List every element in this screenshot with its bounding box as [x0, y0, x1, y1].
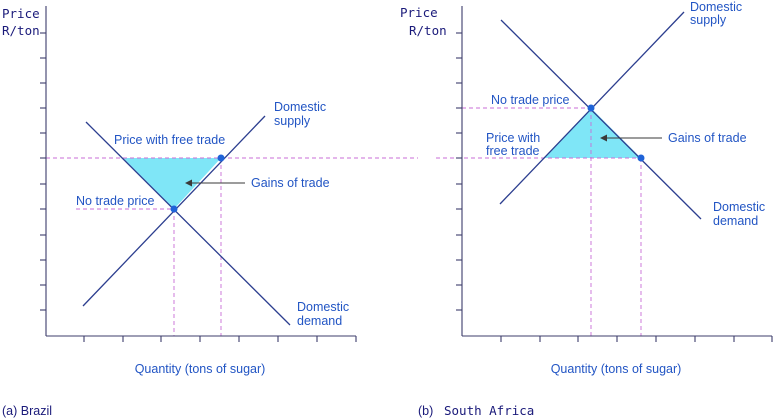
free-trade-point-sa: [637, 154, 645, 162]
y-ticks-south-africa: [456, 32, 462, 311]
y-ticks-brazil: [40, 32, 46, 311]
y-axis-label-unit-brazil: R/ton: [2, 23, 40, 38]
gains-arrowhead-sa: [600, 134, 607, 142]
free-trade-price-label-line1-sa: Price with: [486, 131, 540, 145]
panel-brazil: Price R/ton Domestic supply Domestic dem…: [2, 6, 418, 418]
y-axis-label-price-sa: Price: [400, 5, 438, 20]
panel-south-africa: Price R/ton Domestic supply Domestic dem…: [400, 0, 773, 418]
caption-brazil: (a) Brazil: [2, 404, 52, 418]
caption-country-sa: South Africa: [444, 403, 534, 418]
no-trade-price-label-brazil: No trade price: [76, 194, 155, 208]
demand-label-line1-sa: Domestic: [713, 200, 765, 214]
free-trade-price-label-line2-sa: free trade: [486, 144, 540, 158]
supply-label-line2-sa: supply: [690, 13, 727, 27]
no-trade-price-label-sa: No trade price: [491, 93, 570, 107]
supply-label-line1-brazil: Domestic: [274, 100, 326, 114]
y-axis-label-price-brazil: Price: [2, 6, 40, 21]
demand-label-line1-brazil: Domestic: [297, 300, 349, 314]
caption-prefix-sa: (b): [418, 404, 433, 418]
demand-label-line2-brazil: demand: [297, 314, 342, 328]
gains-of-trade-area-south-africa: [544, 108, 641, 158]
no-trade-point-sa: [587, 104, 595, 112]
x-ticks-brazil: [83, 336, 357, 342]
domestic-demand-curve-brazil: [85, 121, 291, 326]
gains-arrowhead-brazil: [185, 179, 192, 187]
x-ticks-south-africa: [500, 336, 773, 342]
free-trade-point-brazil: [217, 154, 225, 162]
free-trade-price-label-brazil: Price with free trade: [114, 133, 225, 147]
supply-label-line1-sa: Domestic: [690, 0, 742, 14]
gains-of-trade-label-brazil: Gains of trade: [251, 176, 330, 190]
supply-label-line2-brazil: supply: [274, 114, 311, 128]
gains-of-trade-label-sa: Gains of trade: [668, 131, 747, 145]
x-axis-label-sa: Quantity (tons of sugar): [551, 362, 682, 376]
demand-label-line2-sa: demand: [713, 214, 758, 228]
gains-of-trade-area-brazil: [123, 158, 221, 209]
x-axis-label-brazil: Quantity (tons of sugar): [135, 362, 266, 376]
domestic-demand-curve-sa: [500, 19, 702, 220]
no-trade-point-brazil: [170, 205, 178, 213]
y-axis-label-unit-sa: R/ton: [409, 23, 447, 38]
